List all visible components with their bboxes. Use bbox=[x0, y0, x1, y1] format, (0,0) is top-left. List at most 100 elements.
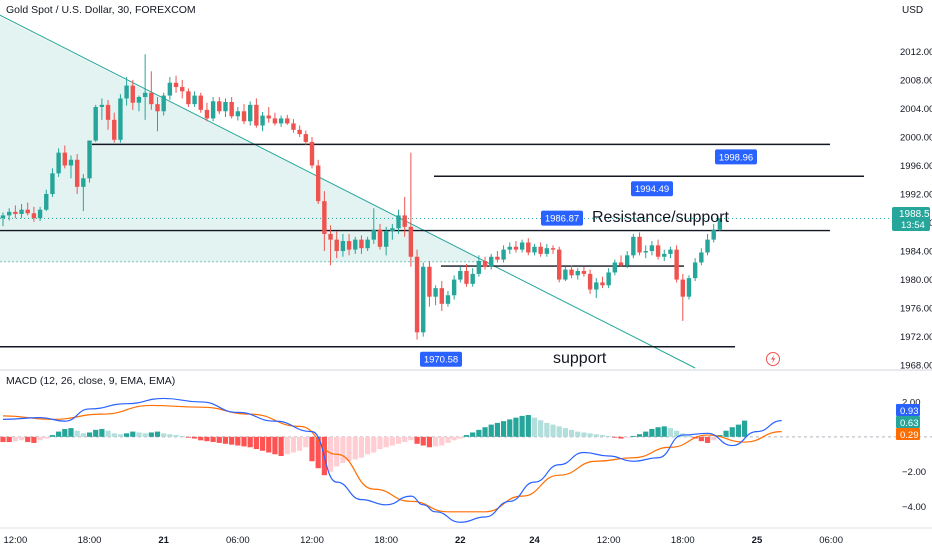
candle-body bbox=[686, 278, 692, 297]
candle-body bbox=[87, 140, 92, 179]
macd-histogram-bar bbox=[327, 436, 334, 472]
resistance-support-annotation[interactable]: Resistance/support bbox=[592, 209, 730, 226]
macd-histogram-bar bbox=[93, 429, 99, 437]
candle-body bbox=[149, 92, 154, 105]
candle-body bbox=[557, 249, 562, 280]
candle-body bbox=[25, 209, 30, 214]
macd-line-value: 0.63 bbox=[900, 418, 919, 429]
candle-body bbox=[544, 248, 550, 254]
macd-histogram-bar bbox=[704, 436, 711, 443]
macd-axis: 2.00 −2.00 −4.00 bbox=[902, 397, 926, 513]
macd-histogram-bar bbox=[105, 430, 111, 437]
candle-body bbox=[19, 209, 24, 214]
candle-body bbox=[68, 159, 74, 166]
chart-symbol-title[interactable]: Gold Spot / U.S. Dollar, 30, FOREXCOM bbox=[6, 4, 196, 16]
candle-body bbox=[495, 256, 500, 260]
macd-tick-label: −2.00 bbox=[902, 467, 926, 478]
candle-body bbox=[581, 271, 587, 274]
candle-body bbox=[606, 272, 611, 286]
candle-body bbox=[315, 165, 321, 202]
macd-histogram-bar bbox=[463, 435, 470, 437]
macd-histogram-bar bbox=[62, 428, 68, 437]
macd-histogram-bar bbox=[173, 435, 179, 437]
macd-histogram-bar bbox=[729, 427, 735, 437]
time-axis[interactable]: 12:00 18:00 21 06:00 12:00 18:00 22 24 12:00 18:0… bbox=[3, 535, 843, 546]
candle-body bbox=[254, 104, 259, 126]
macd-histogram-bar bbox=[241, 436, 247, 447]
macd-histogram-bar bbox=[284, 436, 290, 455]
candle-body bbox=[136, 97, 142, 103]
level-price-badge bbox=[541, 210, 583, 226]
level-price-badge bbox=[420, 351, 462, 367]
macd-histogram-bar bbox=[303, 436, 309, 448]
macd-histogram-bar bbox=[6, 436, 12, 443]
macd-histogram-bar bbox=[599, 435, 606, 437]
candle-body bbox=[13, 211, 18, 214]
price-tick-label: 1984.00 bbox=[900, 247, 932, 258]
macd-histogram-bar bbox=[297, 436, 303, 451]
support-annotation[interactable]: support bbox=[553, 350, 607, 367]
price-tick-label: 1976.00 bbox=[900, 304, 932, 315]
level-price-label: 1998.96 bbox=[719, 152, 753, 163]
macd-histogram-bar bbox=[476, 429, 482, 437]
candle-body bbox=[575, 271, 580, 276]
candle-body bbox=[699, 252, 704, 263]
price-axis[interactable]: USD 1968.00 1972.00 1976.00 1980.00 1984.00 1… bbox=[900, 5, 932, 372]
candle-body bbox=[31, 213, 37, 219]
macd-histogram-bar bbox=[636, 434, 643, 437]
candle-body bbox=[322, 201, 327, 234]
horizontal-levels[interactable] bbox=[0, 143, 864, 348]
candle-body bbox=[353, 239, 358, 250]
macd-histogram-bar bbox=[556, 426, 562, 437]
candle-body bbox=[112, 119, 117, 140]
macd-indicator-label[interactable]: MACD (12, 26, close, 9, EMA, EMA) bbox=[6, 375, 175, 387]
macd-histogram-bar bbox=[167, 434, 173, 437]
candle-body bbox=[482, 261, 488, 267]
candle-body bbox=[402, 215, 407, 227]
macd-histogram-bar bbox=[389, 436, 395, 446]
downtrend-line bbox=[0, 14, 696, 369]
macd-histogram-bar bbox=[439, 436, 445, 446]
macd-histogram-bar bbox=[31, 436, 37, 443]
macd-histogram-bar bbox=[414, 436, 420, 444]
candle-body bbox=[365, 239, 370, 249]
macd-histogram-bar bbox=[272, 436, 278, 455]
macd-histogram-bar bbox=[735, 424, 742, 437]
macd-histogram-bar bbox=[500, 421, 507, 437]
candle-body bbox=[711, 229, 716, 240]
macd-histogram-bar bbox=[655, 427, 661, 437]
macd-signal-value: 0.29 bbox=[900, 430, 919, 441]
price-tick-label: 1968.00 bbox=[900, 361, 932, 372]
candle-body bbox=[563, 269, 568, 280]
macd-histogram-bar bbox=[142, 433, 148, 437]
lightning-alert-icon[interactable] bbox=[766, 352, 780, 366]
macd-histogram-bar bbox=[717, 435, 723, 437]
candle-body bbox=[569, 269, 574, 276]
macd-histogram-bar bbox=[494, 422, 500, 437]
time-tick-label: 18:00 bbox=[671, 535, 695, 546]
macd-histogram-bar bbox=[136, 432, 142, 437]
macd-histogram-bar bbox=[377, 436, 383, 450]
candle-body bbox=[210, 101, 216, 119]
candle-body bbox=[662, 253, 667, 257]
macd-histogram-bar bbox=[204, 436, 210, 442]
candle-body bbox=[130, 85, 135, 103]
candle-body bbox=[142, 92, 148, 98]
candle-body bbox=[414, 256, 420, 333]
candle-body bbox=[6, 211, 12, 216]
candle-body bbox=[421, 266, 426, 333]
macd-histogram-bar bbox=[686, 435, 692, 437]
macd-histogram-bar bbox=[408, 436, 414, 441]
macd-histogram-bar bbox=[99, 428, 105, 437]
macd-histogram-bar bbox=[371, 436, 377, 453]
macd-histogram-bar bbox=[346, 436, 352, 462]
macd-histogram-bar bbox=[420, 436, 426, 446]
macd-histogram-bar bbox=[507, 419, 513, 437]
macd-tick-label: 2.00 bbox=[902, 397, 921, 408]
macd-histogram-bar bbox=[259, 436, 266, 451]
time-tick-label: 12:00 bbox=[597, 535, 621, 546]
candle-body bbox=[303, 134, 309, 142]
candle-body bbox=[204, 109, 210, 119]
macd-pane bbox=[0, 397, 932, 523]
